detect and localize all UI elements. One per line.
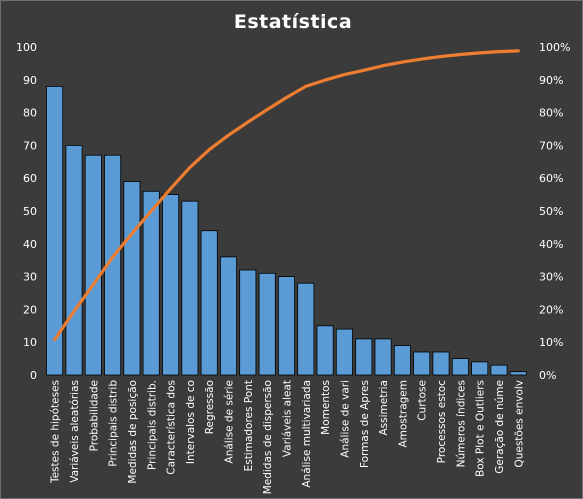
bar [46,86,64,376]
bar [200,230,218,376]
bar [413,351,431,376]
y-tick-label-left: 30 [23,271,37,284]
bar [471,361,489,376]
x-tick-label: Amostragem [397,380,409,448]
x-tick-label: Estimadores Pont [243,380,255,471]
x-tick-label: Medidas de posição [127,380,139,484]
y-tick-label-left: 80 [23,107,37,120]
y-tick-label-right: 60% [539,172,563,185]
bar [316,325,334,376]
bar [219,256,237,376]
bar [162,194,180,376]
bar [451,358,469,376]
bar [432,351,450,376]
x-tick-label: Intervalos de co [185,380,197,464]
y-tick-label-right: 40% [539,238,563,251]
x-tick-label: Probabilidade [88,380,100,451]
y-tick-label-left: 90 [23,74,37,87]
bar [181,200,199,376]
bar [277,276,295,376]
y-tick-label-left: 10 [23,336,37,349]
x-tick-label: Característica dos [166,380,178,475]
x-tick-label: Principais distrib [108,380,120,467]
bar [123,181,141,376]
cumulative-line-series [53,49,520,342]
x-tick-label: Análise de vari [340,380,352,458]
y-tick-label-left: 100 [16,41,37,54]
y-tick-label-right: 100% [539,41,570,54]
bar [84,154,102,376]
x-tick-label: Testes de hipóteses [50,380,62,484]
y-tick-label-left: 60 [23,172,37,185]
x-tick-label: Momentos [320,380,332,435]
x-tick-label: Análise multivariada [301,380,313,488]
x-tick-label: Geração de núme [494,380,506,474]
x-tick-label: Box Plot e Outliers [475,380,487,477]
y-tick-label-right: 70% [539,139,563,152]
y-tick-label-right: 80% [539,107,563,120]
bar [393,345,411,376]
x-tick-label: Questões envolv [513,380,525,468]
bar [142,190,160,376]
y-tick-label-left: 40 [23,238,37,251]
bar [258,272,276,376]
y-tick-label-right: 50% [539,205,563,218]
bar [490,364,508,376]
x-tick-label: Formas de Apres [359,380,371,468]
x-tick-label: Variáveis aleatórias [69,380,81,483]
bar [355,338,373,376]
y-tick-label-left: 20 [23,303,37,316]
y-tick-label-left: 0 [30,369,37,382]
y-tick-label-right: 0% [539,369,556,382]
y-axis-left: 0 10 20 30 40 50 60 70 80 90 100 [16,41,37,382]
y-tick-label-right: 20% [539,303,563,316]
bar [509,371,527,376]
bar [65,144,83,376]
bar [335,328,353,376]
bar [297,282,315,376]
x-tick-label: Análise de série [224,380,236,463]
y-axis-right: 0% 10% 20% 30% 40% 50% 60% 70% 80% 90% 100% [539,41,570,382]
y-tick-label-left: 70 [23,139,37,152]
y-tick-label-left: 50 [23,205,37,218]
x-tick-label: Processos estoc [436,380,448,464]
x-tick-label: Variáveis aleat [282,380,294,457]
x-axis-labels: Testes de hipóteses Variáveis aleatórias P… [50,380,526,495]
x-tick-label: Principais distrib. [146,380,158,470]
bar-series [46,86,527,376]
bar [374,338,392,376]
bar [104,154,122,376]
y-tick-label-right: 30% [539,271,563,284]
y-tick-label-right: 10% [539,336,563,349]
x-tick-label: Medidas de dispersão [262,380,274,494]
y-tick-label-right: 90% [539,74,563,87]
bar [239,269,257,376]
chart-title: Estatística [234,11,352,33]
x-tick-label: Assimetria [378,380,390,436]
x-tick-label: Curtose [417,380,429,421]
cumulative-line [53,49,520,342]
x-tick-label: Números índices [455,380,467,467]
x-tick-label: Regressão [204,380,216,434]
